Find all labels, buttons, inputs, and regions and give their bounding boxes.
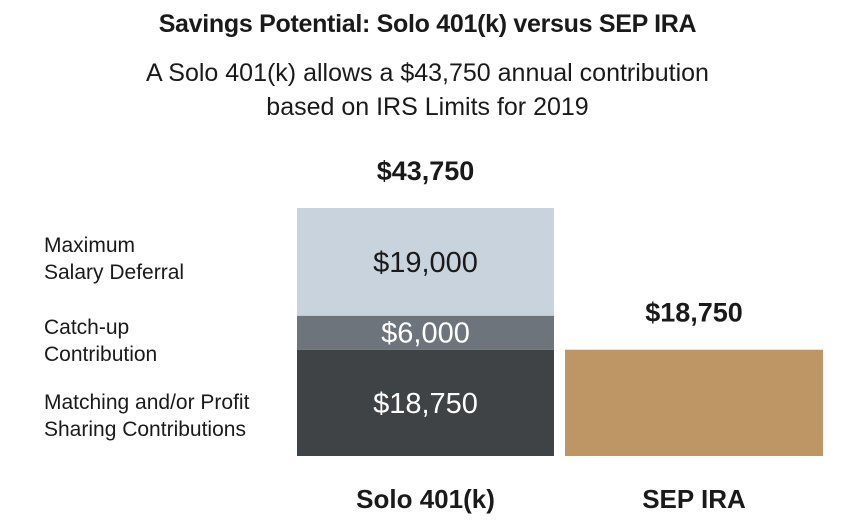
row-label-line: Matching and/or Profit bbox=[44, 391, 250, 414]
bar-segment-matching-profit-sharing bbox=[297, 349, 554, 456]
subtitle-line-1: A Solo 401(k) allows a $43,750 annual co… bbox=[146, 59, 709, 87]
total-label: $43,750 bbox=[377, 156, 475, 186]
row-label-line: Maximum bbox=[44, 234, 136, 257]
row-label-maximum-salary-deferral: Maximum Salary Deferral bbox=[44, 232, 294, 286]
subtitle-line-2: based on IRS Limits for 2019 bbox=[266, 93, 589, 121]
chart-subtitle: A Solo 401(k) allows a $43,750 annual co… bbox=[0, 56, 855, 124]
bar-sep-ira bbox=[565, 349, 823, 456]
bar-segment-salary-deferral bbox=[297, 208, 554, 316]
x-tick-label: Solo 401(k) bbox=[356, 484, 495, 514]
row-label-line: Sharing Contributions bbox=[44, 418, 246, 441]
chart-title: Savings Potential: Solo 401(k) versus SE… bbox=[158, 10, 697, 38]
row-label-line: Catch-up bbox=[44, 316, 130, 339]
row-label-line: Salary Deferral bbox=[44, 261, 185, 284]
total-label: $18,750 bbox=[645, 298, 743, 328]
x-tick-label: SEP IRA bbox=[642, 484, 746, 514]
row-label-line: Contribution bbox=[44, 343, 158, 366]
row-label-matching-profit-sharing: Matching and/or Profit Sharing Contribut… bbox=[44, 389, 294, 443]
data-label: $18,750 bbox=[373, 388, 478, 420]
data-label: $6,000 bbox=[381, 318, 470, 350]
data-label: $19,000 bbox=[373, 247, 478, 279]
bar-segment-catch-up bbox=[297, 315, 554, 350]
row-label-catch-up-contribution: Catch-up Contribution bbox=[44, 314, 294, 368]
